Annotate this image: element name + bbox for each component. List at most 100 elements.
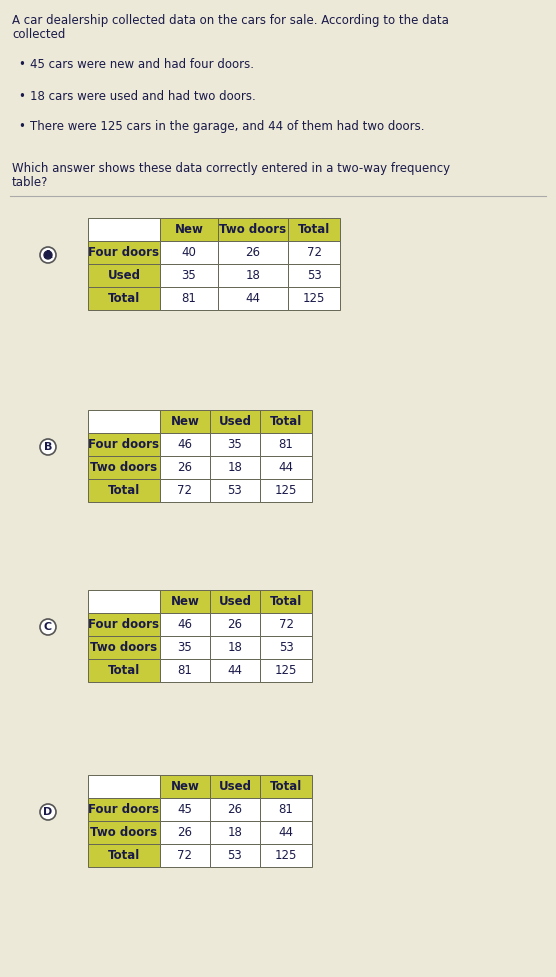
Text: 125: 125 xyxy=(303,292,325,305)
Bar xyxy=(260,410,312,433)
Text: 53: 53 xyxy=(227,484,242,497)
Bar xyxy=(88,844,160,867)
Text: There were 125 cars in the garage, and 44 of them had two doors.: There were 125 cars in the garage, and 4… xyxy=(30,120,424,133)
Bar xyxy=(160,218,218,241)
Bar xyxy=(288,218,340,241)
Bar xyxy=(160,410,210,433)
Text: 125: 125 xyxy=(275,664,297,677)
Bar xyxy=(88,456,160,479)
Text: 18: 18 xyxy=(227,826,242,839)
Bar xyxy=(260,844,312,867)
Bar xyxy=(260,798,312,821)
Text: 35: 35 xyxy=(227,438,242,451)
Bar xyxy=(260,613,312,636)
Text: Total: Total xyxy=(108,664,140,677)
Text: D: D xyxy=(43,807,53,817)
Circle shape xyxy=(40,247,56,263)
Bar xyxy=(88,410,160,433)
Bar xyxy=(210,410,260,433)
Text: 18: 18 xyxy=(246,269,260,282)
Text: B: B xyxy=(44,442,52,452)
Bar xyxy=(160,590,210,613)
Bar xyxy=(88,798,160,821)
Text: 46: 46 xyxy=(177,618,192,631)
Bar xyxy=(288,241,340,264)
Text: 45 cars were new and had four doors.: 45 cars were new and had four doors. xyxy=(30,58,254,71)
Bar xyxy=(88,613,160,636)
Circle shape xyxy=(40,439,56,455)
Bar xyxy=(210,613,260,636)
Bar xyxy=(210,659,260,682)
Bar xyxy=(288,287,340,310)
Text: A car dealership collected data on the cars for sale. According to the data: A car dealership collected data on the c… xyxy=(12,14,449,27)
Text: 26: 26 xyxy=(227,803,242,816)
Text: Total: Total xyxy=(108,292,140,305)
Bar xyxy=(160,433,210,456)
Bar xyxy=(88,821,160,844)
Text: 72: 72 xyxy=(279,618,294,631)
Bar xyxy=(160,613,210,636)
Bar xyxy=(210,821,260,844)
Bar xyxy=(260,636,312,659)
Bar xyxy=(210,775,260,798)
Bar xyxy=(88,590,160,613)
Bar xyxy=(260,775,312,798)
Bar xyxy=(210,479,260,502)
Bar xyxy=(210,433,260,456)
Text: Two doors: Two doors xyxy=(91,826,157,839)
Text: 53: 53 xyxy=(306,269,321,282)
Text: 72: 72 xyxy=(306,246,321,259)
Text: Used: Used xyxy=(219,780,251,793)
Text: C: C xyxy=(44,622,52,632)
Bar xyxy=(88,636,160,659)
Text: 81: 81 xyxy=(182,292,196,305)
Text: Two doors: Two doors xyxy=(91,641,157,654)
Text: Four doors: Four doors xyxy=(88,438,160,451)
Text: Which answer shows these data correctly entered in a two-way frequency: Which answer shows these data correctly … xyxy=(12,162,450,175)
Bar xyxy=(160,479,210,502)
Bar xyxy=(88,433,160,456)
Circle shape xyxy=(44,251,52,259)
Text: 125: 125 xyxy=(275,484,297,497)
Text: •: • xyxy=(18,90,25,103)
Text: Total: Total xyxy=(298,223,330,236)
Text: 44: 44 xyxy=(227,664,242,677)
Bar xyxy=(210,844,260,867)
Bar xyxy=(88,775,160,798)
Bar xyxy=(218,264,288,287)
Text: 44: 44 xyxy=(246,292,261,305)
Bar xyxy=(160,844,210,867)
Text: 81: 81 xyxy=(279,438,294,451)
Bar xyxy=(88,241,160,264)
Text: Two doors: Two doors xyxy=(220,223,286,236)
Bar xyxy=(160,798,210,821)
Text: New: New xyxy=(175,223,203,236)
Bar xyxy=(88,659,160,682)
Text: 18: 18 xyxy=(227,461,242,474)
Text: 26: 26 xyxy=(246,246,261,259)
Bar xyxy=(160,821,210,844)
Text: Total: Total xyxy=(270,595,302,608)
Bar xyxy=(210,798,260,821)
Bar xyxy=(218,241,288,264)
Text: collected: collected xyxy=(12,28,66,41)
Circle shape xyxy=(40,804,56,820)
Text: Used: Used xyxy=(107,269,141,282)
Text: 18 cars were used and had two doors.: 18 cars were used and had two doors. xyxy=(30,90,256,103)
Bar xyxy=(210,456,260,479)
Text: Four doors: Four doors xyxy=(88,803,160,816)
Text: Four doors: Four doors xyxy=(88,246,160,259)
Text: New: New xyxy=(171,780,200,793)
Bar xyxy=(88,479,160,502)
Text: 45: 45 xyxy=(177,803,192,816)
Text: 35: 35 xyxy=(177,641,192,654)
Bar xyxy=(260,821,312,844)
Text: 26: 26 xyxy=(227,618,242,631)
Bar xyxy=(210,590,260,613)
Bar xyxy=(260,433,312,456)
Text: New: New xyxy=(171,415,200,428)
Text: 81: 81 xyxy=(279,803,294,816)
Bar xyxy=(260,479,312,502)
Text: Used: Used xyxy=(219,595,251,608)
Text: Total: Total xyxy=(270,415,302,428)
